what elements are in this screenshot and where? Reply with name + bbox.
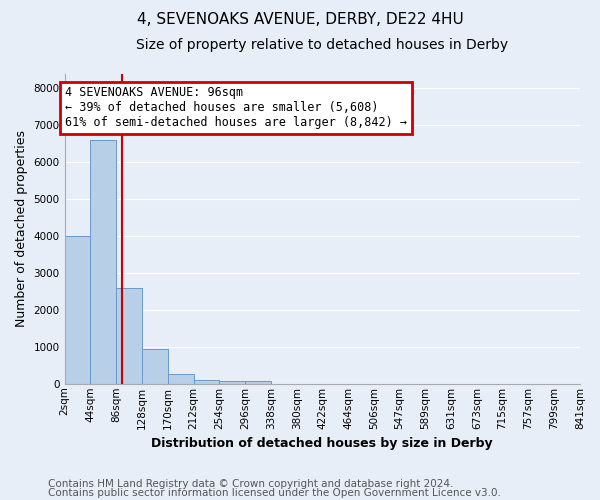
Text: 4, SEVENOAKS AVENUE, DERBY, DE22 4HU: 4, SEVENOAKS AVENUE, DERBY, DE22 4HU	[137, 12, 463, 28]
Bar	[168, 374, 194, 384]
Bar	[116, 288, 142, 384]
Text: Contains public sector information licensed under the Open Government Licence v3: Contains public sector information licen…	[48, 488, 501, 498]
Bar	[65, 236, 91, 384]
Bar	[245, 381, 271, 384]
Text: Contains HM Land Registry data © Crown copyright and database right 2024.: Contains HM Land Registry data © Crown c…	[48, 479, 454, 489]
Bar	[194, 380, 220, 384]
Text: 4 SEVENOAKS AVENUE: 96sqm
← 39% of detached houses are smaller (5,608)
61% of se: 4 SEVENOAKS AVENUE: 96sqm ← 39% of detac…	[65, 86, 407, 130]
Bar	[220, 381, 245, 384]
Title: Size of property relative to detached houses in Derby: Size of property relative to detached ho…	[136, 38, 508, 52]
Bar	[91, 140, 116, 384]
X-axis label: Distribution of detached houses by size in Derby: Distribution of detached houses by size …	[151, 437, 493, 450]
Bar	[142, 348, 168, 384]
Y-axis label: Number of detached properties: Number of detached properties	[15, 130, 28, 327]
